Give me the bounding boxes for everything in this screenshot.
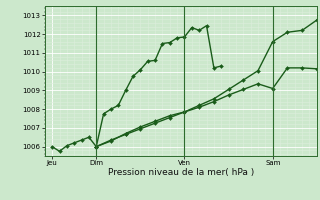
X-axis label: Pression niveau de la mer( hPa ): Pression niveau de la mer( hPa ): [108, 168, 254, 177]
